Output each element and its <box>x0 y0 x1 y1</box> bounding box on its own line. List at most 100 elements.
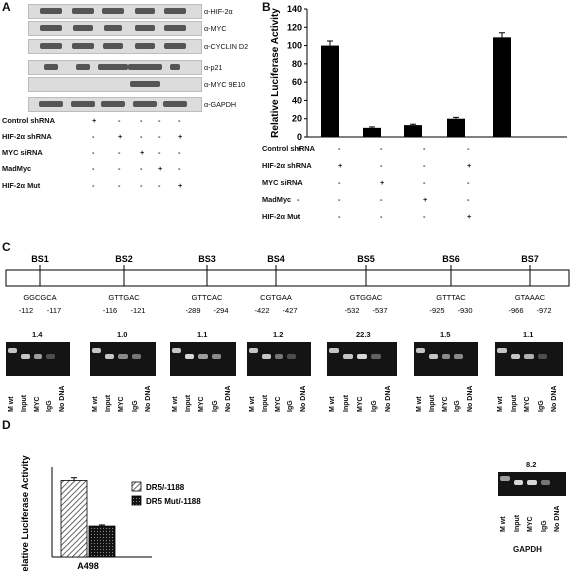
legend-swatch <box>131 495 142 506</box>
dna-band <box>198 354 208 359</box>
dna-band <box>441 354 451 359</box>
lane-label: MYC <box>198 396 206 412</box>
condition-sign: + <box>423 195 428 204</box>
lane-label: MYC <box>524 396 532 412</box>
dna-band <box>20 354 30 359</box>
condition-label: MYC siRNA <box>262 178 303 187</box>
dna-band <box>527 480 537 485</box>
lane-label: MYC <box>274 396 282 412</box>
condition-sign: - <box>158 181 161 190</box>
binding-site-name: BS2 <box>115 254 133 264</box>
panel-b-label: B <box>262 0 271 14</box>
dna-band <box>118 354 128 359</box>
dna-band <box>131 354 141 359</box>
condition-sign: - <box>158 132 161 141</box>
binding-site-sequence: GTTCAC <box>192 293 223 302</box>
condition-sign: + <box>338 161 343 170</box>
condition-sign: + <box>380 178 385 187</box>
binding-site-name: BS5 <box>357 254 375 264</box>
legend-label: DR5/-1188 <box>146 483 185 492</box>
lane-label: MYC <box>527 516 535 532</box>
condition-sign: + <box>178 132 183 141</box>
condition-sign: + <box>178 181 183 190</box>
protein-band <box>72 8 94 14</box>
condition-sign: - <box>118 164 121 173</box>
lane-label: Input <box>105 394 113 412</box>
binding-site-pos: -930 <box>457 306 472 315</box>
gel-image <box>6 342 70 376</box>
binding-site-sequence: GTTGAC <box>108 293 140 302</box>
dna-band <box>497 348 507 353</box>
lane-label: M wt <box>92 396 99 412</box>
dna-band <box>416 348 425 353</box>
protein-band <box>104 25 122 31</box>
protein-band <box>102 8 124 14</box>
legend-swatch <box>131 481 142 492</box>
lane-label: IgG <box>371 400 378 412</box>
condition-sign: - <box>467 144 470 153</box>
enrichment-ratio: 1.4 <box>32 330 43 339</box>
lane-label: No DNA <box>224 385 232 412</box>
lane-label: No DNA <box>467 385 475 412</box>
gapdh-label: GAPDH <box>513 545 542 554</box>
condition-sign: - <box>140 181 143 190</box>
protein-band <box>40 8 62 14</box>
dna-band <box>172 348 182 353</box>
panel-b-bar-chart: 0 20 40 60 80 100 120 140 Relative Luciferase Ac… <box>270 4 567 142</box>
condition-sign: - <box>338 178 341 187</box>
condition-label: HIF-2α Mut <box>262 212 301 221</box>
protein-band <box>133 101 157 107</box>
condition-sign: + <box>467 161 472 170</box>
bar <box>493 37 511 137</box>
binding-site-pos: -532 <box>344 306 359 315</box>
dna-band <box>540 480 551 485</box>
y-tick-label: 20 <box>292 114 302 124</box>
dna-band <box>249 348 258 353</box>
binding-site-pos: -537 <box>372 306 387 315</box>
promoter-box <box>5 269 570 287</box>
enrichment-ratio: 1.1 <box>197 330 208 339</box>
lane-label: Input <box>428 394 436 412</box>
protein-band <box>101 101 125 107</box>
dna-band <box>510 354 521 359</box>
gel-image <box>247 342 311 376</box>
condition-sign: - <box>297 195 300 204</box>
condition-sign: + <box>92 116 97 125</box>
lane-label: Input <box>343 394 350 412</box>
binding-site-name: BS6 <box>442 254 460 264</box>
gel-image <box>90 342 156 376</box>
y-tick-label: 0 <box>297 132 302 142</box>
protein-band <box>164 43 186 49</box>
protein-band <box>76 64 90 70</box>
condition-sign: - <box>297 178 300 187</box>
protein-band <box>98 64 128 70</box>
lane-label: MYC <box>33 396 41 412</box>
condition-sign: - <box>158 148 161 157</box>
condition-sign: + <box>467 212 472 221</box>
lane-label: No DNA <box>144 385 152 412</box>
lane-label: No DNA <box>59 385 67 412</box>
lane-label: Input <box>510 394 518 412</box>
protein-band <box>170 64 180 70</box>
condition-sign: - <box>423 144 426 153</box>
protein-band <box>39 101 63 107</box>
condition-sign: + <box>140 148 145 157</box>
protein-band <box>163 101 187 107</box>
dna-band <box>513 480 524 485</box>
enrichment-ratio: 1.1 <box>523 330 534 339</box>
lane-label: IgG <box>454 400 462 412</box>
x-category-label: A498 <box>77 561 99 571</box>
dna-band <box>261 354 271 359</box>
condition-sign: - <box>467 195 470 204</box>
lane-label: No DNA <box>551 385 559 412</box>
condition-sign: - <box>338 212 341 221</box>
dna-band <box>428 354 438 359</box>
blot-antibody-label: α-GAPDH <box>204 100 237 109</box>
lane-label: IgG <box>540 520 548 532</box>
binding-site-name: BS4 <box>267 254 285 264</box>
condition-sign: - <box>118 116 121 125</box>
condition-sign: - <box>423 178 426 187</box>
binding-site-pos: -294 <box>213 306 228 315</box>
blot-antibody-label: α-HIF-2α <box>204 7 233 16</box>
bar <box>447 118 465 137</box>
